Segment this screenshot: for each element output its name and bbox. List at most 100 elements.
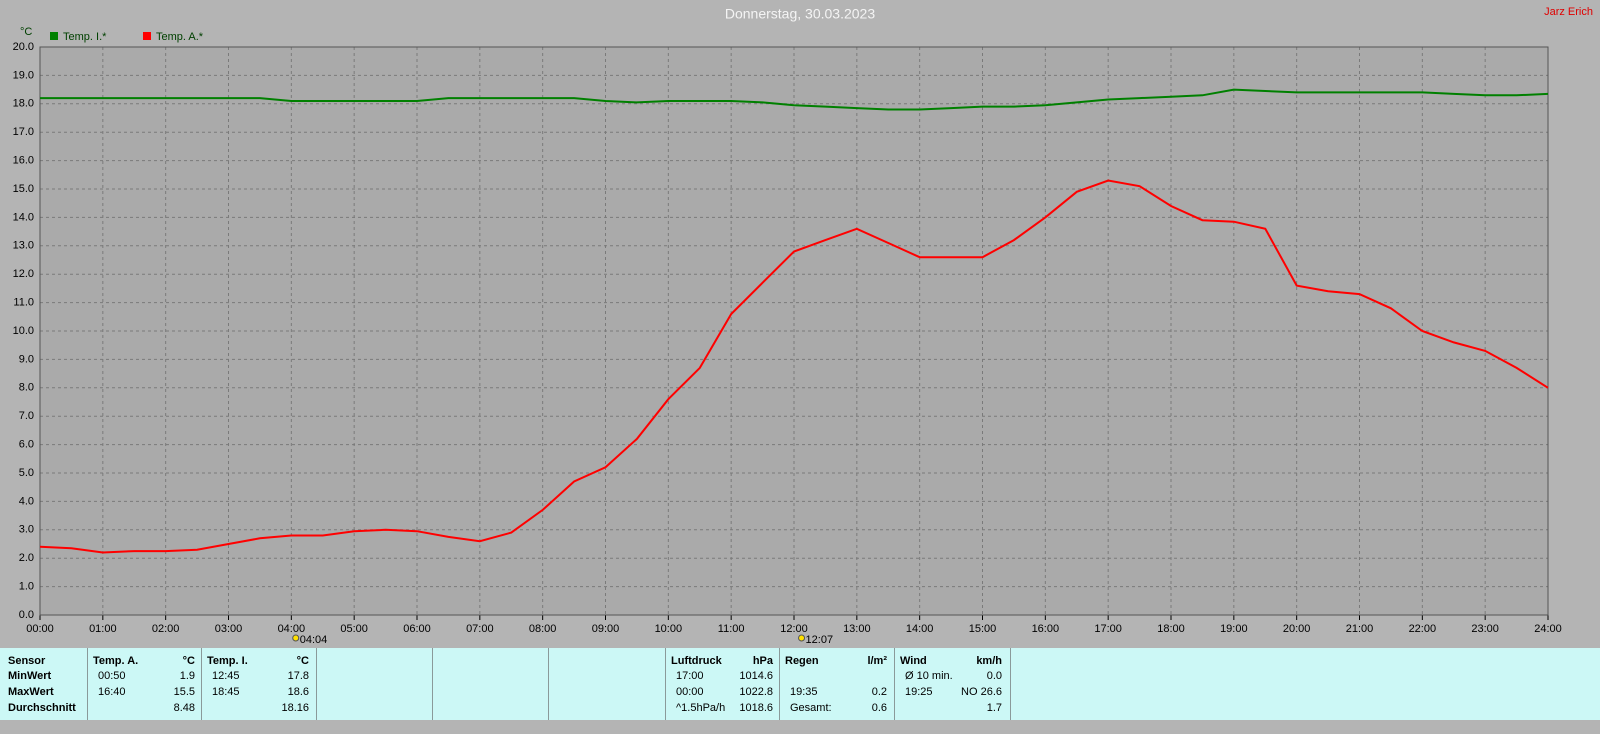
x-tick-label: 03:00	[215, 623, 243, 635]
cell-label: Gesamt:	[790, 702, 832, 714]
sun-label: 12:07	[806, 634, 834, 646]
x-tick-label: 15:00	[969, 623, 997, 635]
x-tick-label: 02:00	[152, 623, 180, 635]
cell-value: 18.16	[281, 702, 309, 714]
cell-label: 18:45	[212, 686, 240, 698]
x-tick-label: 13:00	[843, 623, 871, 635]
group-unit: °C	[296, 655, 309, 667]
y-tick-label: 14.0	[13, 211, 34, 223]
cell-value: 1022.8	[739, 686, 773, 698]
group-unit: °C	[182, 655, 195, 667]
x-tick-label: 07:00	[466, 623, 494, 635]
y-tick-label: 10.0	[13, 325, 34, 337]
cell-label: Ø 10 min.	[905, 670, 953, 682]
x-tick-label: 23:00	[1471, 623, 1499, 635]
y-tick-label: 0.0	[19, 609, 34, 621]
x-tick-label: 08:00	[529, 623, 557, 635]
cell-value: 17.8	[287, 670, 309, 682]
x-tick-label: 11:00	[718, 623, 745, 635]
row-label: Durchschnitt	[8, 702, 76, 714]
y-unit: °C	[20, 26, 32, 38]
y-tick-label: 7.0	[19, 410, 34, 422]
group-header: Regen	[785, 655, 819, 667]
x-tick-label: 12:00	[780, 623, 808, 635]
x-tick-label: 06:00	[403, 623, 431, 635]
y-tick-label: 2.0	[19, 552, 34, 564]
legend-swatch	[143, 32, 151, 40]
chart-title: Donnerstag, 30.03.2023	[725, 6, 875, 22]
series-line	[40, 88, 1549, 111]
legend-label: Temp. I.*	[63, 31, 107, 43]
y-tick-label: 4.0	[19, 495, 34, 507]
cell-value: 0.2	[871, 686, 887, 698]
group-header: Temp. I.	[207, 655, 248, 667]
x-tick-label: 22:00	[1409, 623, 1437, 635]
x-tick-label: 14:00	[906, 623, 934, 635]
cell-label: ^1.5hPa/h	[676, 702, 726, 714]
column-separator	[779, 648, 780, 720]
x-tick-label: 21:00	[1346, 623, 1374, 635]
column-separator	[316, 648, 317, 720]
cell-label: 00:50	[98, 670, 126, 682]
y-tick-label: 18.0	[13, 98, 34, 110]
cell-value: 0.0	[986, 670, 1002, 682]
column-separator	[1010, 648, 1011, 720]
x-tick-label: 05:00	[340, 623, 368, 635]
y-tick-label: 12.0	[13, 268, 34, 280]
cell-value: NO 26.6	[961, 686, 1002, 698]
cell-value: 1014.6	[739, 670, 773, 682]
cell-label: 19:25	[905, 686, 933, 698]
cell-label: 16:40	[98, 686, 126, 698]
x-tick-label: 01:00	[89, 623, 117, 635]
sun-marker	[798, 634, 806, 642]
x-tick-label: 18:00	[1157, 623, 1185, 635]
y-tick-label: 6.0	[19, 439, 34, 451]
y-tick-label: 20.0	[13, 41, 34, 53]
cell-label: 19:35	[790, 686, 818, 698]
column-separator	[548, 648, 549, 720]
group-unit: hPa	[752, 655, 773, 667]
x-tick-label: 09:00	[592, 623, 620, 635]
y-tick-label: 9.0	[19, 353, 34, 365]
y-tick-label: 3.0	[19, 524, 34, 536]
legend-label: Temp. A.*	[156, 31, 204, 43]
series-line	[39, 179, 1549, 554]
cell-label: 00:00	[676, 686, 704, 698]
group-header: Wind	[900, 655, 927, 667]
x-tick-label: 16:00	[1032, 623, 1060, 635]
x-tick-label: 04:00	[278, 623, 306, 635]
group-unit: km/h	[976, 655, 1002, 667]
table-header: Sensor	[8, 655, 46, 667]
author: Jarz Erich	[1544, 6, 1593, 18]
y-tick-label: 5.0	[19, 467, 34, 479]
cell-label: 17:00	[676, 670, 704, 682]
column-separator	[432, 648, 433, 720]
y-tick-label: 8.0	[19, 382, 34, 394]
plot-border	[39, 46, 1549, 616]
row-label: MinWert	[8, 670, 52, 682]
sun-label: 04:04	[300, 634, 328, 646]
cell-value: 1.9	[179, 670, 195, 682]
cell-value: 0.6	[871, 702, 887, 714]
y-tick-label: 11.0	[13, 297, 34, 309]
column-separator	[665, 648, 666, 720]
cell-value: 15.5	[173, 686, 195, 698]
sun-marker	[292, 634, 300, 642]
row-label: MaxWert	[8, 686, 54, 698]
x-tick-label: 17:00	[1094, 623, 1122, 635]
chart: Donnerstag, 30.03.2023 Jarz Erich °C 0.0…	[13, 6, 1593, 646]
y-tick-label: 15.0	[13, 183, 34, 195]
group-header: Luftdruck	[671, 655, 722, 667]
y-tick-label: 1.0	[19, 581, 34, 593]
x-tick-label: 10:00	[655, 623, 683, 635]
y-tick-label: 13.0	[13, 240, 34, 252]
x-tick-label: 19:00	[1220, 623, 1248, 635]
y-tick-label: 19.0	[13, 69, 34, 81]
y-tick-label: 16.0	[13, 155, 34, 167]
column-separator	[87, 648, 88, 720]
y-tick-label: 17.0	[13, 126, 34, 138]
cell-label: 12:45	[212, 670, 240, 682]
summary-table: Sensor MinWert MaxWert Durchschnitt Temp. A.…	[0, 648, 1600, 720]
x-tick-label: 20:00	[1283, 623, 1311, 635]
